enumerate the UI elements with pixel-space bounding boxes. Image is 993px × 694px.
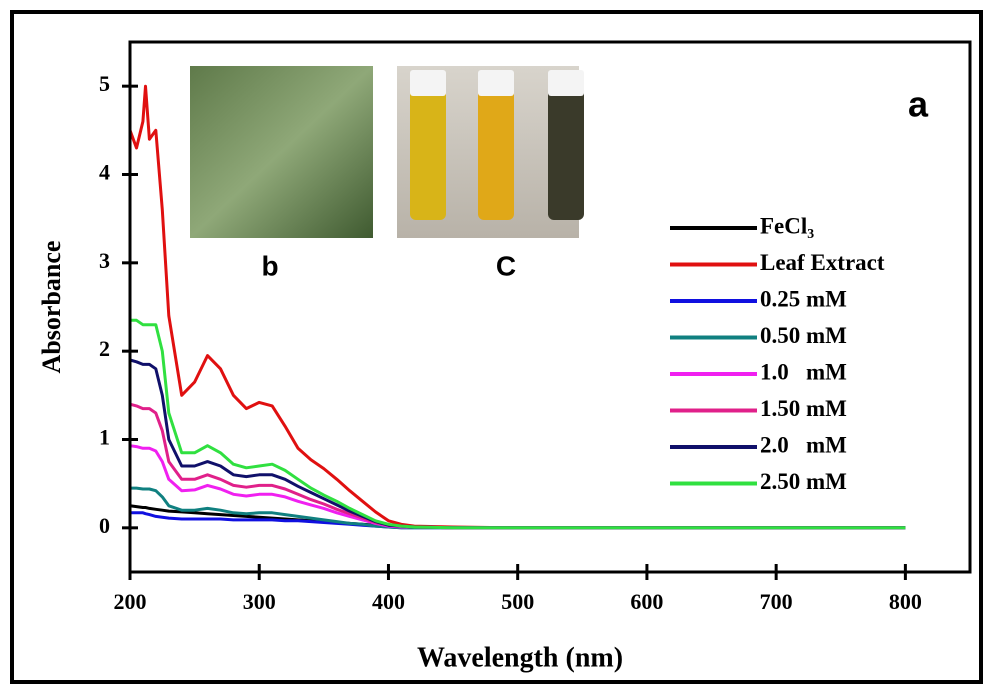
legend-label: 1.50 mM	[760, 396, 847, 421]
leaf-photo	[190, 66, 373, 238]
panel-label: a	[908, 84, 929, 125]
x-tick-label: 600	[630, 589, 663, 614]
y-tick-label: 3	[99, 248, 110, 273]
x-tick-label: 700	[760, 589, 793, 614]
legend-label: FeCl₃	[760, 213, 814, 238]
y-tick-label: 4	[99, 160, 110, 185]
y-axis-label: Absorbance	[37, 241, 66, 374]
series-line	[130, 318, 906, 530]
x-tick-label: 300	[243, 589, 276, 614]
y-tick-label: 5	[99, 71, 110, 96]
series-line	[129, 402, 906, 530]
plot-frame	[128, 40, 972, 574]
x-tick-label: 400	[372, 589, 405, 614]
series-line	[130, 486, 906, 530]
legend-label: Leaf Extract	[760, 250, 885, 275]
y-tick-label: 2	[99, 336, 110, 361]
x-tick-label: 500	[501, 589, 534, 614]
legend-label: 0.50 mM	[760, 323, 847, 348]
y-tick-label: 1	[99, 425, 110, 450]
x-axis-label: Wavelength (nm)	[417, 642, 623, 673]
x-tick-label: 800	[889, 589, 922, 614]
x-tick-label: 200	[114, 589, 147, 614]
legend-label: 2.50 mM	[760, 469, 847, 494]
y-tick-label: 0	[99, 513, 110, 538]
legend-label: 0.25 mM	[760, 286, 847, 311]
legend-label: 2.0 mM	[760, 432, 847, 457]
panel-label: b	[261, 250, 278, 281]
vials-photo	[397, 66, 584, 238]
panel-label: C	[496, 250, 516, 281]
series-line	[129, 504, 906, 530]
legend-label: 1.0 mM	[760, 359, 847, 384]
frame	[10, 10, 983, 684]
